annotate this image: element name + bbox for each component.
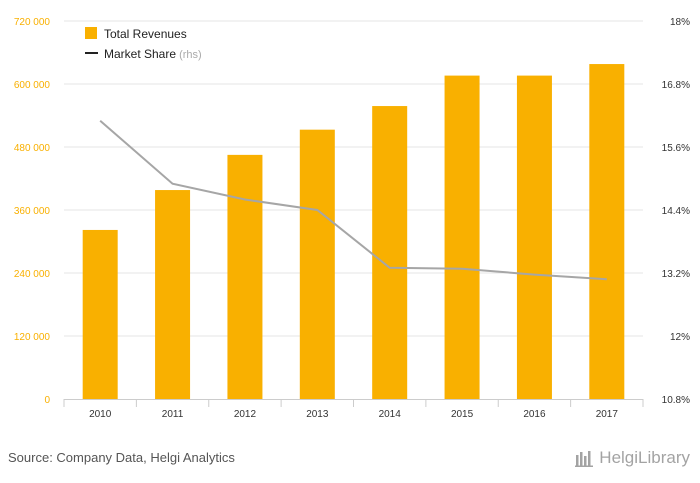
revenue-bar bbox=[444, 75, 480, 399]
market-share-line bbox=[99, 119, 607, 281]
left-tick-label: 720 000 bbox=[14, 17, 51, 28]
x-tick-label: 2010 bbox=[89, 409, 112, 420]
revenue-bar bbox=[299, 129, 335, 400]
right-tick-label: 14.4% bbox=[662, 206, 690, 217]
revenue-bar bbox=[82, 229, 118, 399]
revenue-bar bbox=[372, 106, 408, 400]
revenue-bar bbox=[516, 75, 552, 399]
combo-chart: 0 120 000 240 000 360 000 480 000 600 000 720 … bbox=[14, 17, 690, 420]
left-tick-label: 0 bbox=[44, 395, 50, 406]
left-tick-label: 360 000 bbox=[14, 206, 51, 217]
library-icon bbox=[575, 449, 595, 467]
helgi-library-logo[interactable]: HelgiLibrary bbox=[575, 448, 690, 468]
left-tick-label: 600 000 bbox=[14, 80, 51, 91]
x-tick-label: 2017 bbox=[596, 409, 619, 420]
x-tick-label: 2011 bbox=[162, 409, 184, 420]
legend-label-text: Market Share bbox=[104, 47, 176, 61]
x-tick-label: 2012 bbox=[234, 409, 257, 420]
legend-swatch-revenues bbox=[85, 27, 97, 39]
x-tick-label: 2015 bbox=[451, 409, 474, 420]
revenue-bar bbox=[155, 190, 191, 399]
x-tick-label: 2013 bbox=[306, 409, 329, 420]
right-tick-label: 12% bbox=[670, 332, 690, 343]
legend-label-text: Total Revenues bbox=[104, 27, 187, 41]
right-tick-label: 13.2% bbox=[662, 269, 690, 280]
revenue-bar bbox=[227, 154, 263, 399]
left-tick-label: 240 000 bbox=[14, 269, 51, 280]
right-tick-label: 18% bbox=[670, 17, 690, 28]
legend-label: Market Share (rhs) bbox=[104, 47, 202, 61]
left-tick-label: 120 000 bbox=[14, 332, 51, 343]
revenue-bar bbox=[589, 64, 625, 400]
right-tick-label: 15.6% bbox=[662, 143, 690, 154]
legend-label: Total Revenues bbox=[104, 27, 187, 41]
right-tick-label: 16.8% bbox=[662, 80, 690, 91]
x-tick-label: 2016 bbox=[523, 409, 546, 420]
x-tick-label: 2014 bbox=[379, 409, 402, 420]
logo-text: HelgiLibrary bbox=[599, 448, 690, 467]
source-note: Source: Company Data, Helgi Analytics bbox=[8, 450, 235, 465]
right-tick-label: 10.8% bbox=[662, 395, 690, 406]
legend-label-suffix: (rhs) bbox=[176, 49, 202, 61]
left-tick-label: 480 000 bbox=[14, 143, 51, 154]
